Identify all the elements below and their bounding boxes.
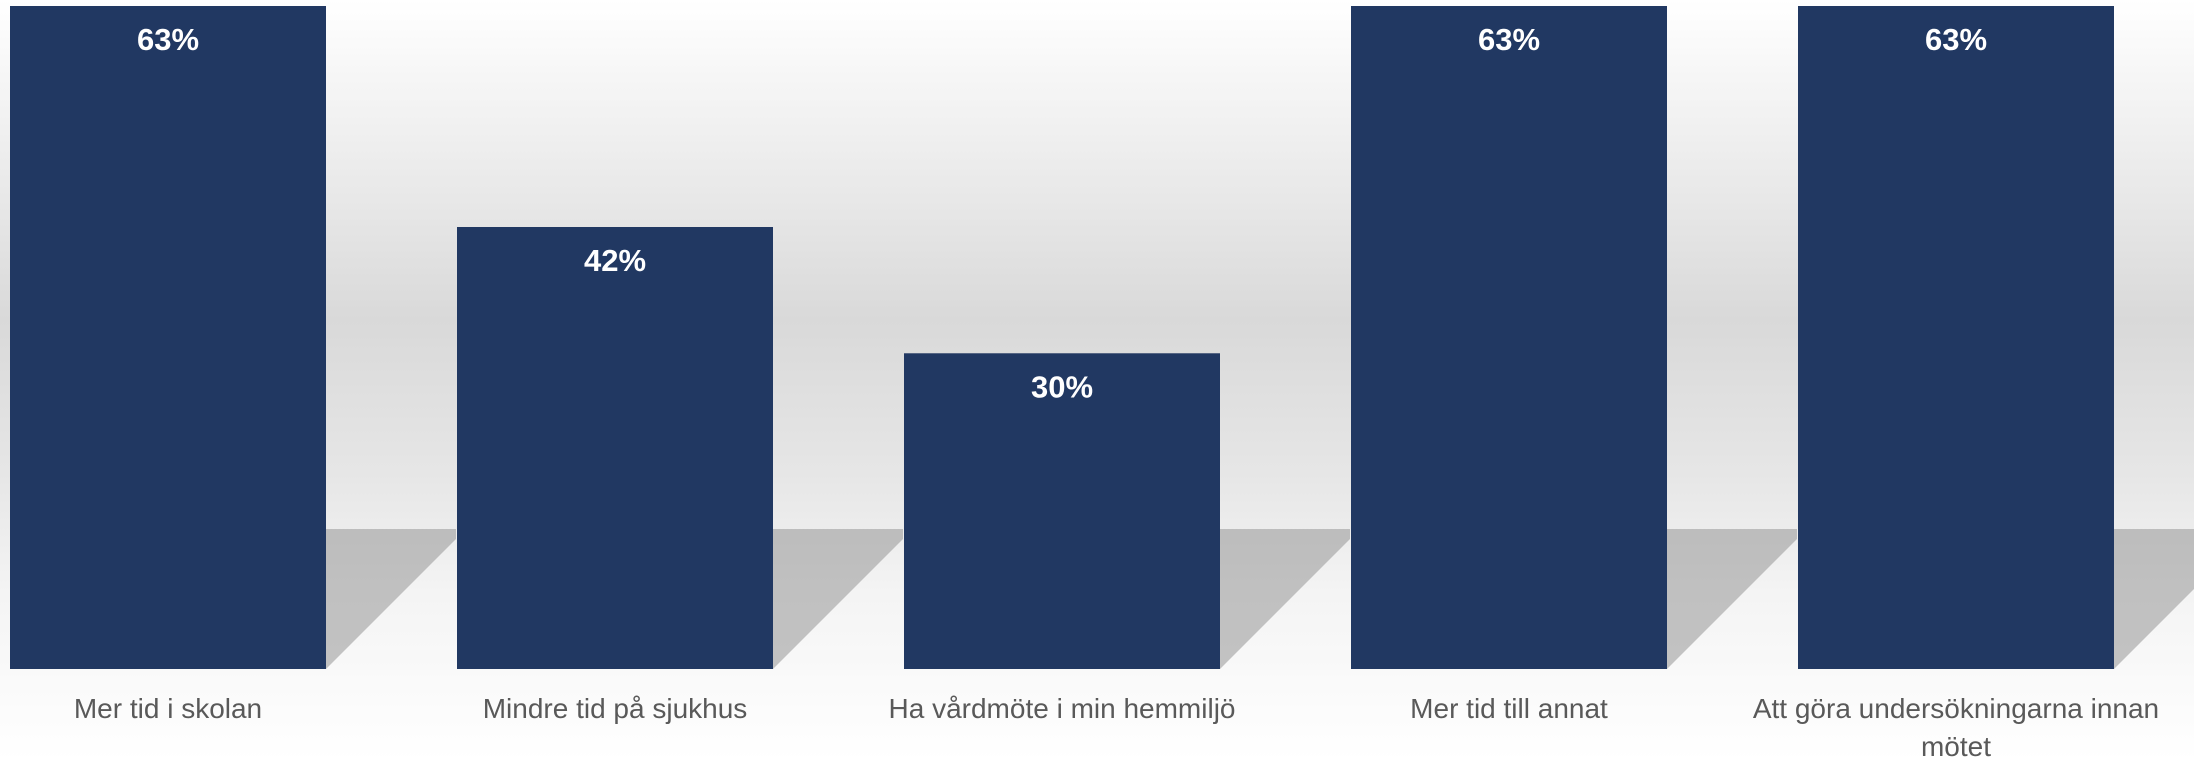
x-tick-label: Mer tid i skolan <box>73 693 263 724</box>
bar <box>1798 6 2114 669</box>
bar <box>904 353 1220 669</box>
data-label: 63% <box>1478 22 1540 57</box>
data-label: 42% <box>584 243 646 278</box>
x-tick-label: Ha vårdmöte i min hemmiljö <box>888 693 1236 724</box>
bar-shadow <box>773 529 903 669</box>
data-label: 30% <box>1031 369 1093 404</box>
bar-shadow <box>326 529 456 669</box>
bar-shadow <box>1220 529 1350 669</box>
x-tick-label: Mindre tid på sjukhus <box>482 693 748 724</box>
bar <box>457 227 773 669</box>
bar <box>1351 6 1667 669</box>
bar-shadow <box>1667 529 1797 669</box>
bar <box>10 6 326 669</box>
x-tick-label: Mer tid till annat <box>1410 693 1608 724</box>
data-label: 63% <box>1925 22 1987 57</box>
x-tick-label: Att göra undersökningarna innan mötet <box>1752 693 2160 761</box>
bar-shadow <box>2114 529 2194 669</box>
data-label: 63% <box>137 22 199 57</box>
